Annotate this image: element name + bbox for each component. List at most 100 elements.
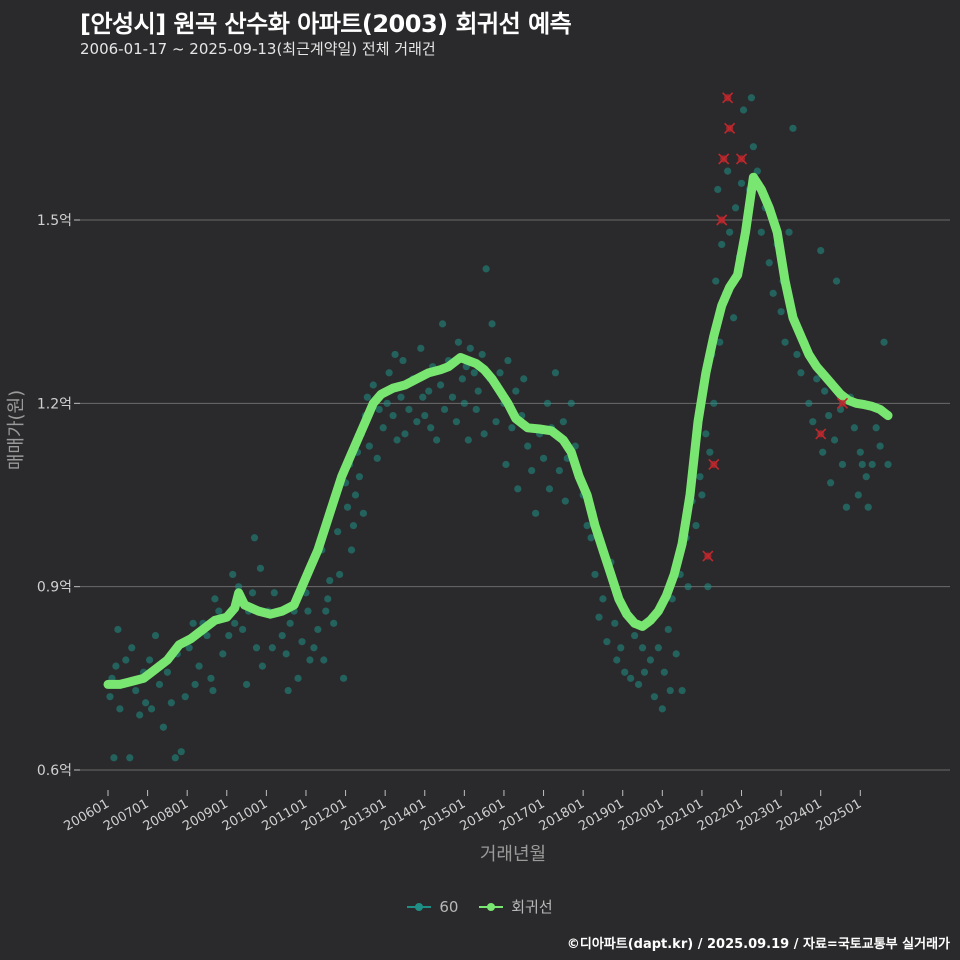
data-point [666, 686, 674, 695]
data-point [478, 350, 486, 359]
data-point [583, 521, 591, 530]
data-point [278, 631, 286, 640]
data-point [492, 418, 500, 426]
data-point [284, 686, 292, 695]
data-point [543, 399, 552, 407]
data-point [739, 106, 748, 114]
data-point [256, 564, 265, 572]
data-point [702, 430, 710, 438]
data-point [809, 418, 817, 426]
data-point [731, 204, 740, 212]
data-point [821, 387, 829, 395]
data-point [876, 442, 884, 450]
data-point [132, 686, 140, 695]
outlier-markers [702, 92, 849, 562]
data-point [591, 570, 599, 579]
data-point [314, 625, 322, 634]
data-point [718, 240, 726, 249]
outlier-cross-icon [722, 92, 734, 104]
data-point [698, 491, 706, 499]
data-point [268, 644, 276, 652]
data-point [460, 399, 468, 407]
data-point [286, 619, 294, 627]
data-point [339, 674, 348, 682]
data-point [496, 369, 504, 377]
data-point [842, 503, 851, 511]
data-point [294, 674, 302, 682]
data-point [334, 528, 342, 536]
data-point [159, 723, 168, 731]
data-point [324, 595, 332, 603]
data-point [599, 595, 607, 603]
data-point [472, 405, 480, 414]
data-point [480, 430, 488, 438]
data-point [433, 436, 441, 444]
data-point [351, 491, 360, 499]
data-point [211, 595, 219, 603]
data-point [551, 369, 560, 377]
data-point [270, 589, 278, 597]
data-point [163, 668, 171, 676]
data-point [654, 644, 662, 652]
data-point [320, 656, 328, 664]
data-point [638, 644, 647, 652]
grid-layer [80, 219, 950, 771]
data-point [603, 638, 611, 646]
x-axis-label: 거래년월 [480, 844, 546, 865]
data-point [664, 625, 672, 634]
data-point [181, 693, 189, 701]
data-point [391, 350, 399, 359]
outlier-cross-icon [718, 153, 730, 165]
data-point [825, 411, 833, 420]
data-point [726, 228, 734, 236]
data-point [258, 662, 267, 670]
data-point [448, 393, 457, 401]
data-point [379, 424, 387, 432]
data-point [753, 167, 761, 175]
data-point [539, 454, 548, 462]
data-point [225, 631, 233, 640]
data-point [559, 418, 567, 426]
data-point [401, 430, 409, 438]
data-point [421, 411, 429, 420]
data-point [512, 387, 520, 395]
chart-subtitle: 2006-01-17 ~ 2025-09-13(최근계약일) 전체 거래건 [80, 40, 436, 58]
data-point [627, 674, 635, 682]
data-point [343, 503, 352, 511]
data-point [724, 167, 732, 175]
outlier-cross-icon [708, 458, 720, 471]
data-point [219, 650, 227, 658]
data-point [369, 381, 377, 389]
data-point [706, 448, 714, 456]
data-point [235, 583, 243, 591]
outlier-cross-icon [735, 153, 748, 165]
data-point [330, 619, 338, 627]
data-point [248, 589, 257, 597]
data-point [714, 185, 722, 194]
data-point [555, 466, 563, 475]
data-point [532, 509, 540, 517]
data-point [747, 94, 756, 102]
data-point [191, 680, 199, 689]
data-point [884, 460, 892, 469]
data-point [854, 491, 862, 499]
data-point [749, 143, 757, 151]
data-point [413, 418, 421, 426]
data-point [634, 680, 643, 689]
data-point [757, 228, 765, 236]
data-point [716, 338, 724, 346]
data-point [704, 583, 712, 591]
y-tick-label: 0.6억 [37, 763, 72, 779]
data-point [438, 320, 447, 328]
data-point [347, 546, 356, 554]
data-point [684, 583, 692, 591]
data-point [817, 246, 825, 255]
data-point [114, 625, 122, 634]
data-point [417, 344, 425, 352]
data-point [712, 277, 720, 285]
y-tick-label: 1.5억 [37, 213, 72, 229]
data-point [147, 705, 156, 713]
data-point [399, 356, 407, 365]
data-point [474, 387, 482, 395]
data-point [306, 656, 314, 664]
